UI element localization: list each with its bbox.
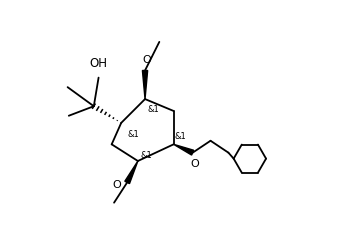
Text: O: O	[112, 180, 121, 190]
Polygon shape	[143, 70, 147, 99]
Text: &1: &1	[140, 151, 152, 160]
Polygon shape	[174, 144, 194, 155]
Text: O: O	[191, 159, 200, 169]
Text: &1: &1	[147, 105, 159, 114]
Text: O: O	[143, 54, 151, 65]
Text: &1: &1	[127, 130, 139, 139]
Polygon shape	[125, 161, 138, 184]
Text: &1: &1	[175, 132, 187, 141]
Text: OH: OH	[89, 57, 108, 70]
